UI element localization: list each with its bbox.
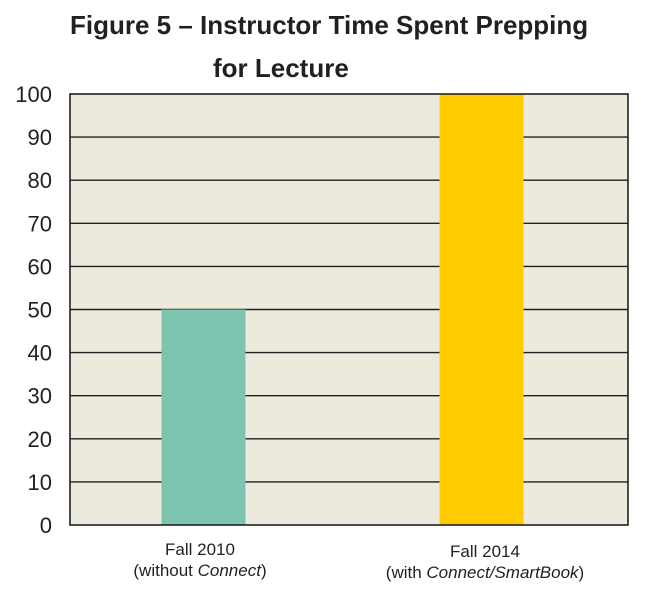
plot-border [69, 93, 629, 526]
y-tick-label-100: 100 [15, 82, 52, 107]
y-tick-label-60: 60 [28, 254, 52, 279]
y-tick-label-30: 30 [28, 384, 52, 409]
y-tick-label-90: 90 [28, 125, 52, 150]
x-tick-label-line1: Fall 2014 [450, 542, 520, 561]
x-tick-label-line2: (without Connect) [100, 560, 300, 581]
y-tick-label-80: 80 [28, 168, 52, 193]
x-tick-label-fall-2010: Fall 2010 (without Connect) [100, 539, 300, 581]
y-axis-tick-labels: 0 10 20 30 40 50 60 70 80 90 100 [15, 82, 52, 538]
x-tick-label-emphasis: Connect [197, 561, 261, 580]
x-tick-label-suffix: ) [578, 563, 585, 582]
x-tick-label-line1: Fall 2010 [165, 540, 235, 559]
bar-1 [439, 94, 524, 525]
bar-0 [161, 309, 246, 525]
x-tick-label-emphasis: Connect/SmartBook [426, 563, 579, 582]
y-tick-label-70: 70 [28, 211, 52, 236]
chart-title-line-1: Figure 5 – Instructor Time Spent Preppin… [70, 10, 589, 40]
y-tick-label-0: 0 [40, 513, 52, 538]
x-tick-label-prefix: (with [385, 563, 427, 582]
bars [161, 94, 524, 525]
chart-title-line-2: for Lecture [213, 53, 349, 83]
y-tick-label-50: 50 [28, 298, 52, 323]
y-tick-label-40: 40 [28, 341, 52, 366]
chart-title: Figure 5 – Instructor Time Spent Preppin… [0, 4, 651, 90]
x-tick-label-suffix: ) [260, 561, 267, 580]
x-tick-label-prefix: (without [133, 561, 198, 580]
x-tick-label-line2: (with Connect/SmartBook) [335, 562, 635, 583]
y-tick-label-20: 20 [28, 427, 52, 452]
y-tick-label-10: 10 [28, 470, 52, 495]
x-tick-label-fall-2014: Fall 2014 (with Connect/SmartBook) [335, 541, 635, 583]
